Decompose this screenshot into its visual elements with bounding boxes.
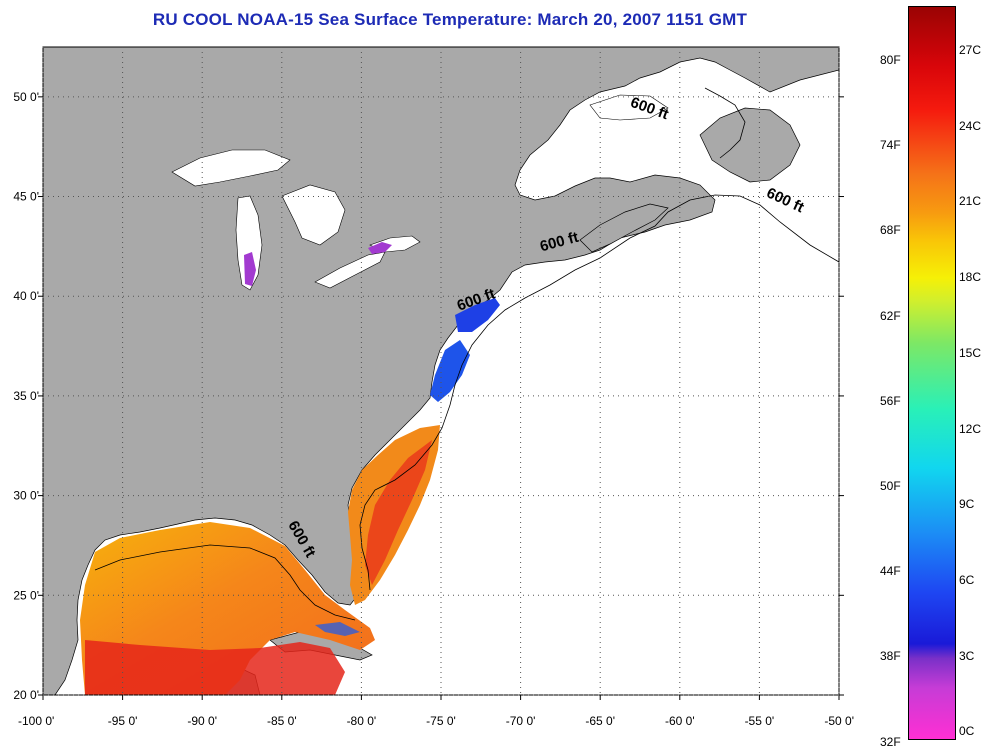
- gulf-hot-core: [85, 640, 345, 695]
- colorbar-c-label: 3C: [959, 648, 975, 663]
- lat-tick-label: 20 0': [13, 688, 39, 702]
- hudson-bay-edge: [589, 94, 669, 121]
- lake-huron: [281, 184, 346, 246]
- lon-tick-label: -90 0': [187, 714, 217, 728]
- lon-tick-label: -70 0': [506, 714, 536, 728]
- latitude-labels: 20 0' 25 0' 30 0' 35 0' 40 0' 45 0' 50 0': [13, 90, 39, 702]
- lon-tick-label: -85 0': [267, 714, 297, 728]
- lat-tick-label: 45 0': [13, 190, 39, 204]
- lon-tick-label: -100 0': [18, 714, 54, 728]
- lat-tick-label: 40 0': [13, 289, 39, 303]
- nova-scotia: [579, 203, 669, 253]
- lon-tick-label: -55 0': [745, 714, 775, 728]
- colorbar-c-label: 9C: [959, 497, 975, 512]
- colorbar-c-label: 12C: [959, 421, 982, 436]
- lake-michigan-cold: [244, 252, 256, 286]
- colorbar-f-label: 74F: [880, 138, 901, 153]
- colorbar-f-label: 50F: [880, 479, 901, 493]
- temperature-colorbar: [908, 6, 956, 740]
- colorbar-c-label: 15C: [959, 345, 982, 360]
- colorbar-c-label: 24C: [959, 118, 982, 133]
- colorbar-f-label: 62F: [880, 308, 901, 323]
- lake-michigan: [235, 195, 263, 291]
- colorbar-f-label: 32F: [880, 734, 901, 749]
- colorbar-c-label: 18C: [959, 270, 982, 285]
- graticule: [38, 47, 844, 700]
- colorbar-f-label: 68F: [880, 223, 901, 238]
- lon-tick-label: -65 0': [585, 714, 615, 728]
- lake-superior: [171, 149, 291, 187]
- cuba-cold-strip: [315, 622, 360, 636]
- lake-erie-cold: [368, 242, 392, 254]
- nearshore-cold-water-south: [430, 340, 470, 402]
- lat-tick-label: 25 0': [13, 588, 39, 602]
- contour-600ft: [94, 87, 839, 621]
- colorbar-c-label: 21C: [959, 194, 982, 209]
- colorbar-f-label: 80F: [880, 53, 901, 67]
- nearshore-cold-water-north: [455, 298, 500, 332]
- colorbar-f-label: 56F: [880, 393, 901, 408]
- colorbar-c-label: 0C: [959, 724, 975, 739]
- lon-tick-label: -95 0': [108, 714, 138, 728]
- colorbar-c-label: 6C: [959, 572, 975, 587]
- gulf-stream-core: [365, 440, 432, 585]
- colorbar-f-label: 44F: [880, 564, 901, 579]
- lon-tick-label: -60 0': [665, 714, 695, 728]
- map-title: RU COOL NOAA-15 Sea Surface Temperature:…: [152, 10, 748, 29]
- lake-erie: [314, 251, 386, 289]
- newfoundland: [699, 107, 801, 183]
- lon-tick-label: -50 0': [824, 714, 854, 728]
- colorbar-f-label: 38F: [880, 649, 901, 664]
- longitude-labels: -100 0' -95 0' -90 0' -85 0' -80 0' -75 0' -70…: [18, 714, 854, 728]
- lon-tick-label: -75 0': [426, 714, 456, 728]
- lat-tick-label: 50 0': [13, 90, 39, 104]
- lat-tick-label: 35 0': [13, 389, 39, 403]
- lat-tick-label: 30 0': [13, 489, 39, 503]
- colorbar-c-label: 27C: [959, 43, 982, 57]
- lon-tick-label: -80 0': [347, 714, 377, 728]
